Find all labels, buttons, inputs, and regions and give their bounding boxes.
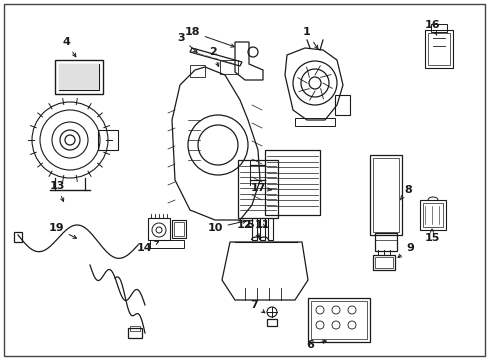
Bar [172,220,185,238]
Text: 12: 12 [236,220,251,230]
Bar [266,319,276,326]
Bar [98,130,118,150]
Bar [251,218,257,240]
Bar [427,33,449,65]
Bar [430,24,446,32]
Bar [334,95,349,115]
Text: 5: 5 [245,220,259,237]
Text: 6: 6 [305,340,325,350]
Text: 4: 4 [62,37,76,57]
Bar [419,200,445,230]
Bar [424,30,452,68]
Text: 14: 14 [137,242,158,253]
Text: 3: 3 [177,33,197,53]
Text: 8: 8 [399,185,411,200]
Bar [372,158,398,232]
Bar [310,301,366,339]
Bar [369,155,401,235]
Bar [59,64,99,90]
Bar [130,326,140,331]
Text: 7: 7 [250,300,264,313]
Bar [267,218,272,240]
Text: 17: 17 [250,183,271,193]
Text: 13: 13 [49,181,64,202]
Bar [128,328,142,338]
Text: 19: 19 [48,223,77,238]
Bar [260,218,264,240]
Bar [174,222,183,236]
Bar [294,118,334,126]
Text: 15: 15 [424,229,439,243]
Bar [264,150,319,215]
Bar [59,64,99,90]
Text: 11: 11 [254,220,269,230]
Bar [150,240,183,248]
Bar [14,232,22,242]
Text: 9: 9 [397,243,413,258]
Bar [374,233,396,251]
Bar [55,60,103,94]
Text: 18: 18 [184,27,234,47]
Bar [238,160,278,218]
Text: 16: 16 [423,20,439,35]
Bar [422,203,442,227]
Bar [374,257,392,268]
Bar [220,60,238,74]
Bar [372,255,394,270]
Bar [190,65,204,77]
Bar [148,218,170,240]
Text: 10: 10 [207,220,246,233]
Text: 2: 2 [209,47,219,66]
Text: 1: 1 [303,27,317,49]
Bar [307,298,369,342]
